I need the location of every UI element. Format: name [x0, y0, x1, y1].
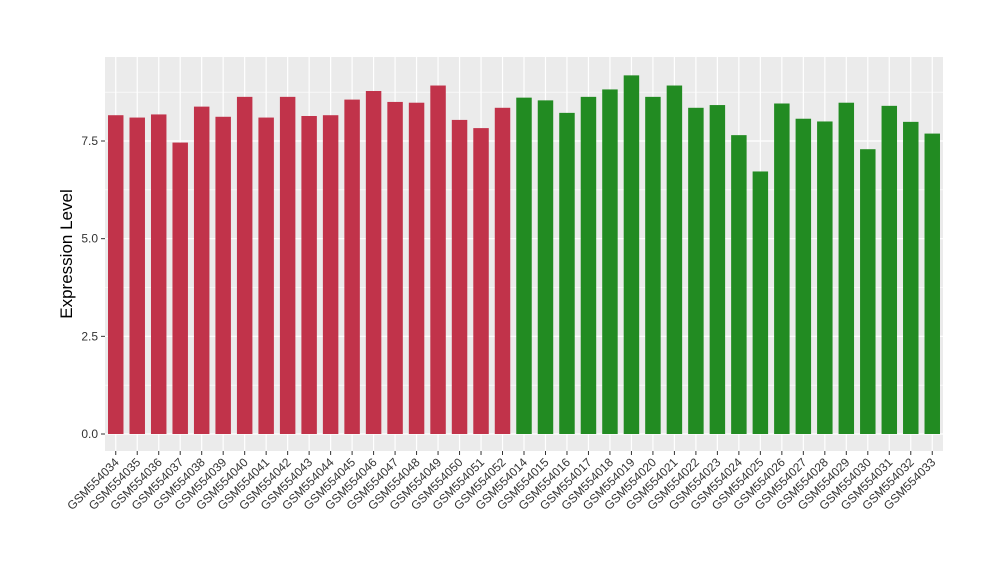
- bar-GSM554036: [150, 114, 167, 435]
- bar-GSM554051: [473, 128, 489, 434]
- bar-GSM554039: [215, 116, 231, 435]
- y-axis: 0.0 2.5 5.0 7.5: [81, 134, 105, 441]
- y-tick-label: 7.5: [81, 134, 98, 148]
- bar-GSM554041: [258, 117, 274, 434]
- bar-GSM554045: [344, 99, 360, 435]
- bar-GSM554014: [516, 97, 532, 435]
- bar-GSM554040: [236, 96, 253, 434]
- bar-GSM554034: [108, 115, 124, 434]
- bar-GSM554024: [731, 135, 747, 434]
- y-tick-label: 0.0: [81, 427, 98, 441]
- bar-GSM554032: [903, 121, 919, 434]
- bar-GSM554038: [193, 106, 210, 434]
- bar-GSM554042: [279, 96, 296, 434]
- bar-GSM554022: [688, 107, 704, 434]
- bar-GSM554052: [494, 107, 511, 434]
- bar-GSM554018: [602, 89, 618, 434]
- bar-GSM554026: [774, 103, 790, 434]
- bar-GSM554044: [322, 115, 339, 434]
- bar-GSM554050: [451, 119, 468, 435]
- bar-GSM554028: [817, 121, 833, 434]
- bars: [108, 75, 940, 435]
- bar-GSM554027: [795, 118, 812, 435]
- bar-GSM554019: [623, 75, 640, 435]
- bar-GSM554047: [387, 101, 403, 434]
- bar-GSM554016: [559, 112, 575, 434]
- bar-GSM554017: [580, 96, 597, 434]
- bar-GSM554043: [301, 115, 317, 435]
- bar-GSM554023: [709, 105, 726, 435]
- x-axis: GSM554034GSM554035GSM554036GSM554037GSM5…: [64, 451, 939, 513]
- bar-GSM554031: [881, 105, 898, 434]
- bar-GSM554035: [129, 117, 145, 434]
- y-tick-label: 2.5: [81, 329, 98, 343]
- bar-GSM554048: [408, 102, 425, 435]
- bar-GSM554029: [838, 102, 855, 435]
- bar-GSM554021: [666, 85, 683, 434]
- bar-GSM554030: [860, 149, 876, 435]
- bar-GSM554037: [172, 142, 188, 434]
- bar-GSM554015: [537, 100, 554, 434]
- y-axis-title: Expression Level: [57, 189, 76, 318]
- bar-GSM554025: [752, 171, 769, 435]
- bar-GSM554033: [924, 133, 940, 434]
- y-tick-label: 5.0: [81, 232, 98, 246]
- bar-GSM554049: [430, 85, 446, 434]
- bar-GSM554046: [365, 90, 382, 435]
- bar-GSM554020: [645, 96, 661, 434]
